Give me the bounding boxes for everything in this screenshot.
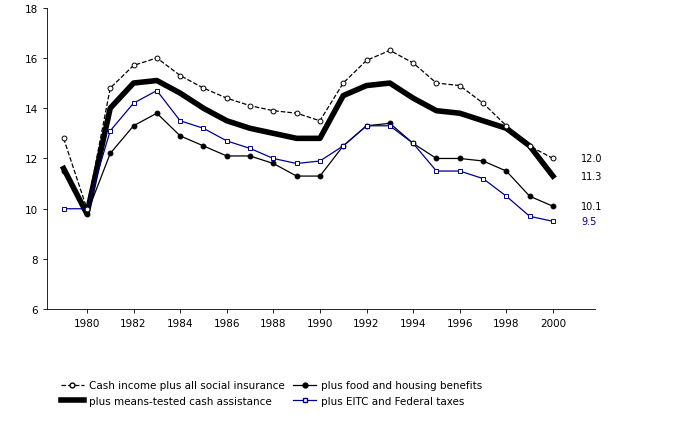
Text: 10.1: 10.1 xyxy=(581,202,602,212)
Text: 11.3: 11.3 xyxy=(581,172,602,181)
Text: 12.0: 12.0 xyxy=(581,154,602,164)
Legend: Cash income plus all social insurance, plus means-tested cash assistance, plus f: Cash income plus all social insurance, p… xyxy=(57,376,487,410)
Text: 9.5: 9.5 xyxy=(581,217,596,227)
